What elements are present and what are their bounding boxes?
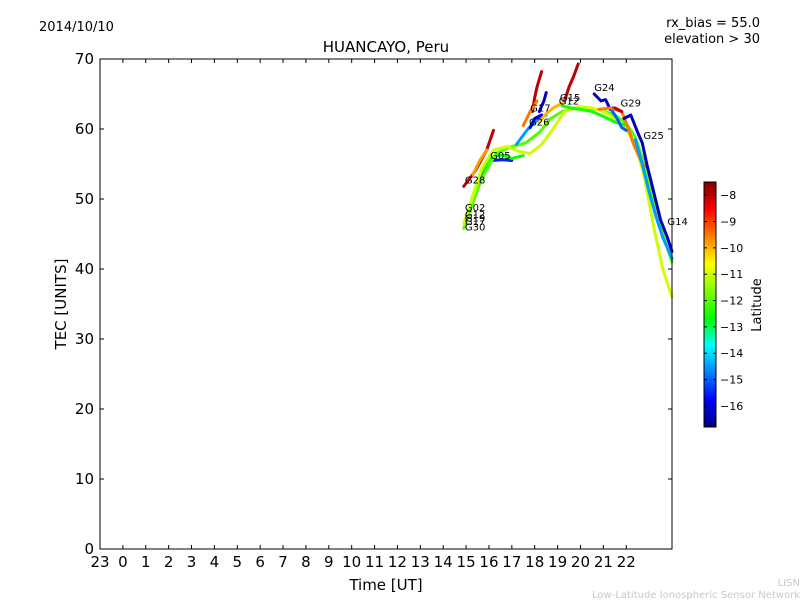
x-ticks: 23 0 1 2 3 4 5 6 7 8 9 10 11 12 13 14 15 16 17 18 19 20 21 22: [90, 59, 636, 571]
series-layer: [462, 62, 674, 299]
x-tick-label: 13: [411, 553, 430, 571]
x-tick-label: 6: [255, 553, 265, 571]
x-tick-label: 10: [342, 553, 361, 571]
satellite-labels: G28G02G12G19G17G30G05G17G26G15G12G24G29G…: [465, 83, 688, 233]
x-tick-label: 23: [90, 553, 109, 571]
colorbar-tick-label: −14: [720, 347, 743, 360]
colorbar-label: Latitude: [750, 278, 765, 332]
satellite-label: G28: [465, 176, 485, 187]
colorbar-tick-label: −16: [720, 400, 743, 413]
series-line: [462, 106, 674, 264]
satellite-label: G14: [667, 217, 687, 228]
satellite-label: G12: [559, 97, 579, 108]
y-tick-label: 20: [75, 400, 94, 418]
y-tick-label: 40: [75, 260, 94, 278]
x-tick-label: 12: [388, 553, 407, 571]
rx-bias-label: rx_bias = 55.0: [666, 16, 760, 31]
watermark-network: Low-Latitude Ionospheric Sensor Network: [592, 590, 800, 600]
y-tick-label: 60: [75, 120, 94, 138]
satellite-label: G17: [465, 217, 485, 228]
series-line: [560, 104, 628, 127]
satellite-label: G02: [465, 203, 485, 214]
colorbar-tick-label: −13: [720, 321, 743, 334]
colorbar-tick-label: −9: [720, 216, 736, 229]
colorbar: [703, 181, 717, 428]
y-axis-label: TEC [UNITS]: [52, 259, 70, 351]
colorbar-tick-label: −15: [720, 374, 743, 387]
x-tick-label: 16: [479, 553, 498, 571]
x-tick-label: 9: [324, 553, 334, 571]
y-tick-label: 0: [84, 540, 94, 558]
colorbar-tick-label: −8: [720, 189, 736, 202]
satellite-label: G30: [465, 223, 485, 234]
x-tick-label: 2: [164, 553, 174, 571]
plot-frame: [99, 58, 673, 550]
chart-title: HUANCAYO, Peru: [323, 38, 449, 56]
x-tick-label: 22: [617, 553, 636, 571]
satellite-label: G29: [621, 99, 641, 110]
satellite-label: G19: [465, 213, 485, 224]
colorbar-tick-label: −11: [720, 268, 743, 281]
series-line: [537, 91, 548, 113]
colorbar-tick-label: −10: [720, 242, 743, 255]
series-line: [462, 105, 674, 299]
series-line: [521, 99, 539, 127]
series-line: [613, 106, 624, 113]
series-line: [537, 99, 566, 124]
satellite-label: G17: [530, 104, 550, 115]
x-tick-label: 0: [118, 553, 128, 571]
y-tick-label: 30: [75, 330, 94, 348]
x-tick-label: 1: [141, 553, 151, 571]
x-tick-label: 14: [434, 553, 453, 571]
watermark-lisn: LISN: [778, 578, 800, 589]
series-line: [622, 113, 674, 253]
satellite-label: G05: [490, 151, 510, 162]
series-line: [563, 62, 580, 103]
x-tick-label: 3: [187, 553, 197, 571]
satellite-label: G15: [560, 93, 580, 104]
series-line: [528, 113, 544, 130]
satellite-label: G12: [465, 210, 485, 221]
y-ticks: 0 10 20 30 40 50 60 70: [75, 50, 672, 558]
x-tick-label: 5: [233, 553, 243, 571]
series-line: [633, 138, 674, 260]
x-tick-label: 21: [594, 553, 613, 571]
y-tick-label: 10: [75, 470, 94, 488]
y-tick-label: 50: [75, 190, 94, 208]
series-line: [611, 110, 628, 132]
satellite-label: G24: [594, 83, 614, 94]
x-tick-label: 4: [210, 553, 220, 571]
x-tick-label: 11: [365, 553, 384, 571]
elevation-label: elevation > 30: [664, 32, 760, 47]
satellite-label: G26: [529, 118, 549, 129]
colorbar-ticks: −8 −9 −10 −11 −12 −13 −14 −15 −16: [704, 189, 743, 413]
x-tick-label: 20: [571, 553, 590, 571]
x-tick-label: 18: [525, 553, 544, 571]
colorbar-tick-label: −12: [720, 295, 743, 308]
x-tick-label: 7: [278, 553, 288, 571]
satellite-label: G25: [643, 131, 663, 142]
y-tick-label: 70: [75, 50, 94, 68]
date-label: 2014/10/10: [39, 20, 114, 35]
x-tick-label: 17: [502, 553, 521, 571]
x-tick-label: 8: [301, 553, 311, 571]
series-line: [471, 148, 489, 176]
x-tick-label: 15: [457, 553, 476, 571]
x-tick-label: 19: [548, 553, 567, 571]
x-axis-label: Time [UT]: [348, 576, 422, 594]
